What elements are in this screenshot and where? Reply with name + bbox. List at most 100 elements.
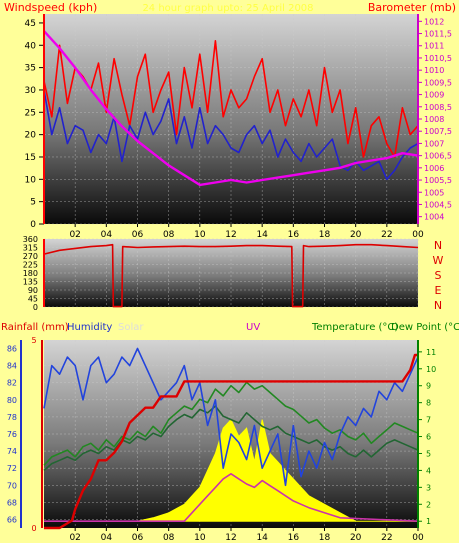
solar-label: Solar <box>118 322 144 333</box>
x-tick-label: 08 <box>163 533 175 543</box>
y-tick-label: 30 <box>25 86 37 96</box>
series-line-temperature <box>43 381 419 466</box>
y-tick-label: 25 <box>25 108 36 118</box>
x-tick-label: 22 <box>381 533 392 543</box>
y2-tick-label: 1005,5 <box>424 176 452 185</box>
y-tick-label: 360 <box>23 235 38 244</box>
x-tick-label: 20 <box>350 533 362 543</box>
humidity-label: Humidity <box>67 322 112 333</box>
y2-tick-label: 1009 <box>424 91 444 100</box>
humidity-tick-label: 78 <box>7 413 17 422</box>
x-tick-label: 04 <box>101 533 113 543</box>
humidity-tick-label: 74 <box>7 447 17 456</box>
x-tick-label: 12 <box>225 533 236 543</box>
humidity-tick-label: 68 <box>7 498 17 507</box>
rain-tick-label: 5 <box>31 336 36 345</box>
compass-labels: N W S E N <box>433 239 444 312</box>
y-tick-label: 0 <box>33 303 38 312</box>
compass-label: E <box>435 284 442 297</box>
temp-tick-label: 7 <box>426 416 431 425</box>
panel3-series <box>43 347 419 530</box>
series-line-barometer <box>43 30 419 187</box>
humidity-tick-label: 72 <box>7 464 17 473</box>
panel2-series <box>43 243 419 308</box>
y2-tick-label: 1006,5 <box>424 152 452 161</box>
series-line-dewpoint <box>43 405 419 472</box>
compass-label: S <box>435 269 442 282</box>
x-tick-label: 08 <box>163 230 175 240</box>
uv-label: UV <box>246 322 260 333</box>
y2-tick-label: 1011,5 <box>424 30 452 39</box>
x-tick-label: 16 <box>288 533 300 543</box>
y-tick-label: 10 <box>25 175 37 185</box>
series-line-gust <box>43 39 419 158</box>
y2-tick-label: 1012 <box>424 17 444 26</box>
y2-tick-label: 1004,5 <box>424 200 452 209</box>
temp-tick-label: 4 <box>426 466 431 475</box>
y2-tick-label: 1008 <box>424 115 444 124</box>
y2-tick-label: 1008,5 <box>424 103 452 112</box>
y-tick-label: 135 <box>23 278 38 287</box>
y2-tick-label: 1007,5 <box>424 127 452 136</box>
y-tick-label: 90 <box>28 286 38 295</box>
y2-tick-label: 1007 <box>424 139 444 148</box>
temp-tick-label: 3 <box>426 483 431 492</box>
series-line-direction <box>43 243 419 308</box>
x-tick-label: 10 <box>194 230 206 240</box>
panel2-grid <box>44 238 419 308</box>
y-tick-label: 40 <box>25 41 37 51</box>
series-line-uv <box>44 472 419 523</box>
y-tick-label: 15 <box>25 153 36 163</box>
x-tick-label: 06 <box>132 230 144 240</box>
y-tick-label: 20 <box>25 131 37 141</box>
temp-tick-label: 8 <box>426 399 431 408</box>
x-tick-label: 00 <box>412 230 424 240</box>
panel1-axes: 05101520253035404510041004,510051005,510… <box>25 14 452 240</box>
y-tick-label: 5 <box>30 198 36 208</box>
temp-tick-label: 11 <box>426 348 436 357</box>
x-tick-label: 18 <box>319 533 331 543</box>
y-tick-label: 45 <box>25 19 36 29</box>
barometer-title: Barometer (mb) <box>368 1 456 14</box>
humidity-tick-label: 86 <box>7 345 17 354</box>
series-line-humidity <box>43 347 419 487</box>
y-tick-label: 180 <box>23 269 38 278</box>
panel-windspeed: 05101520253035404510041004,510051005,510… <box>25 14 452 240</box>
humidity-tick-label: 80 <box>7 396 17 405</box>
x-tick-label: 10 <box>194 533 206 543</box>
windspeed-title: Windspeed (kph) <box>4 1 97 14</box>
y2-tick-label: 1005 <box>424 188 444 197</box>
panel1-grid <box>44 14 419 225</box>
temp-tick-label: 6 <box>426 433 431 442</box>
x-tick-label: 06 <box>132 533 144 543</box>
compass-label: N <box>434 299 442 312</box>
x-tick-label: 20 <box>350 230 362 240</box>
compass-label: N <box>434 239 442 252</box>
panel1-series <box>43 30 419 187</box>
x-tick-label: 18 <box>319 230 331 240</box>
y2-tick-label: 1010,5 <box>424 54 452 63</box>
dewpoint-label: Dew Point (°C) <box>391 322 459 333</box>
y2-tick-label: 1009,5 <box>424 78 452 87</box>
y2-tick-label: 1004 <box>424 213 444 222</box>
series-line-average <box>43 89 419 181</box>
humidity-tick-label: 70 <box>7 481 17 490</box>
x-tick-label: 02 <box>69 230 80 240</box>
temp-tick-label: 5 <box>426 449 431 458</box>
y2-tick-label: 1011 <box>424 42 444 51</box>
compass-label: W <box>433 254 444 267</box>
temp-tick-label: 2 <box>426 500 431 509</box>
rain-tick-label: 0 <box>31 524 36 533</box>
x-tick-label: 16 <box>288 230 300 240</box>
x-tick-label: 02 <box>69 533 80 543</box>
x-tick-label: 00 <box>412 533 424 543</box>
series-line-rainfall <box>44 353 418 530</box>
x-tick-label: 22 <box>381 230 392 240</box>
y-tick-label: 45 <box>28 295 38 304</box>
y-tick-label: 270 <box>23 252 38 261</box>
y2-tick-label: 1010 <box>424 66 444 75</box>
